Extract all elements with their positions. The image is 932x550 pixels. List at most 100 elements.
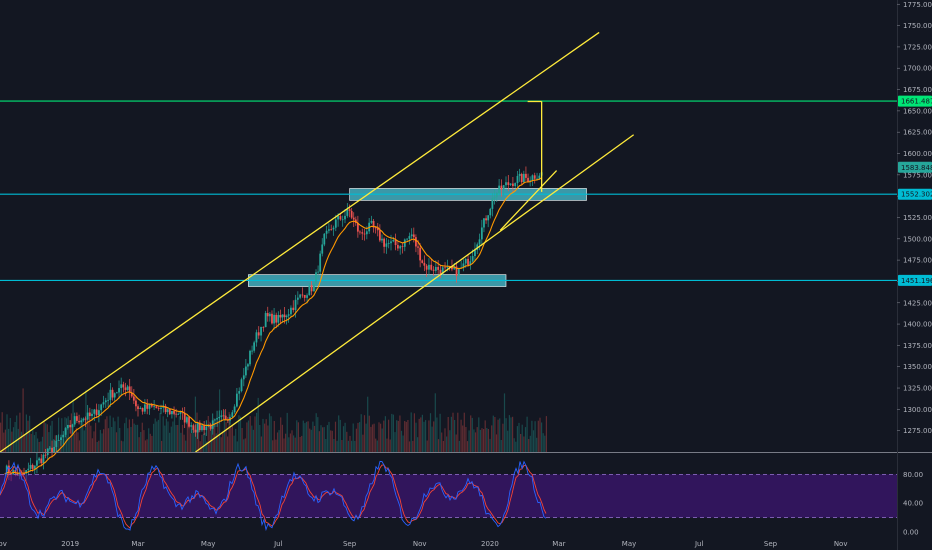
candle-body (412, 234, 415, 238)
volume-bar (273, 421, 275, 452)
candle-body (126, 386, 129, 390)
candle-body (185, 417, 188, 423)
candle-body (512, 183, 514, 186)
candle-body (403, 239, 406, 247)
candle-body (514, 183, 517, 186)
volume-bar (24, 434, 26, 452)
volume-bar (439, 413, 441, 452)
candle-body (253, 342, 256, 351)
price-tick-label: 1775.000 (903, 1, 932, 9)
volume-bar (442, 441, 444, 452)
candle-body (339, 216, 342, 220)
candle-body (275, 314, 278, 323)
candle-body (321, 244, 324, 254)
candle-body (507, 182, 510, 185)
volume-bar (415, 422, 417, 452)
candle-body (130, 392, 133, 397)
volume-bar (46, 424, 48, 452)
volume-bar (346, 431, 348, 452)
volume-bar (244, 438, 246, 452)
volume-bar (396, 420, 398, 452)
price-tick-label: 1625.000 (903, 129, 932, 137)
candle-body (104, 400, 107, 403)
volume-bar (478, 417, 480, 452)
price-tick-label: 1700.000 (903, 65, 932, 73)
volume-bar (429, 413, 432, 452)
volume-bar (88, 420, 90, 452)
stochastic-tick-label: 40.00 (903, 500, 923, 508)
time-tick-label: Nov (413, 540, 427, 548)
candle-body (480, 227, 483, 240)
volume-bar (317, 417, 319, 452)
time-tick-label: 2019 (61, 540, 79, 548)
volume-bar (14, 422, 16, 452)
candle-body (399, 246, 402, 249)
volume-bar (513, 438, 515, 452)
volume-bar (153, 423, 155, 452)
volume-bar (404, 421, 406, 452)
volume-bar (95, 422, 97, 452)
volume-bar (230, 427, 232, 452)
volume-bar (531, 420, 533, 452)
volume-bar (37, 438, 39, 452)
candle-body (451, 267, 453, 270)
time-tick-label: Sep (343, 540, 357, 548)
volume-bar (275, 439, 277, 452)
candle-body (417, 246, 419, 248)
volume-bar (157, 419, 159, 452)
candle-body (446, 266, 449, 268)
candle-body (529, 180, 532, 182)
candle-body (144, 404, 146, 412)
volume-bar (80, 423, 82, 452)
candle-body (483, 218, 485, 228)
candle-body (124, 387, 127, 390)
candle-body (520, 173, 523, 183)
volume-bar (156, 421, 158, 452)
candle-body (392, 239, 395, 242)
candle-body (292, 307, 295, 311)
volume-bar (106, 416, 108, 452)
volume-bar (304, 423, 306, 452)
volume-bar (278, 430, 280, 452)
volume-bar (231, 425, 233, 452)
volume-bar (61, 418, 63, 452)
volume-bar (286, 412, 288, 452)
volume-bar (219, 389, 221, 452)
volume-bar (413, 413, 415, 452)
volume-bar (16, 415, 18, 452)
volume-bar (392, 414, 394, 452)
volume-bar (537, 420, 539, 452)
volume-bar (177, 425, 179, 452)
candle-body (516, 175, 519, 184)
volume-bar (143, 430, 145, 452)
candle-body (231, 412, 234, 418)
volume-bar (495, 434, 498, 452)
volume-bar (135, 424, 137, 452)
volume-bar (169, 432, 171, 452)
candle-body (308, 285, 311, 296)
volume-bar (502, 423, 504, 452)
candle-body (421, 260, 424, 263)
volume-bar (322, 427, 324, 452)
candle-body (385, 243, 388, 247)
volume-bar (120, 440, 122, 452)
volume-bar (117, 416, 119, 452)
volume-bar (520, 434, 522, 452)
candle-body (330, 229, 333, 231)
candle-body (86, 412, 89, 420)
volume-bar (497, 419, 499, 452)
volume-bar (505, 418, 507, 452)
candle-body (88, 412, 91, 417)
volume-bar (526, 416, 528, 452)
candle-body (462, 263, 465, 268)
candle-body (328, 229, 330, 231)
volume-bar (297, 422, 299, 452)
candle-body (394, 239, 397, 246)
volume-bar (159, 413, 161, 452)
volume-bar (209, 421, 211, 452)
candle-body (14, 470, 17, 473)
candle-body (57, 440, 60, 441)
volume-bar (22, 388, 24, 452)
volume-bar (539, 417, 541, 452)
